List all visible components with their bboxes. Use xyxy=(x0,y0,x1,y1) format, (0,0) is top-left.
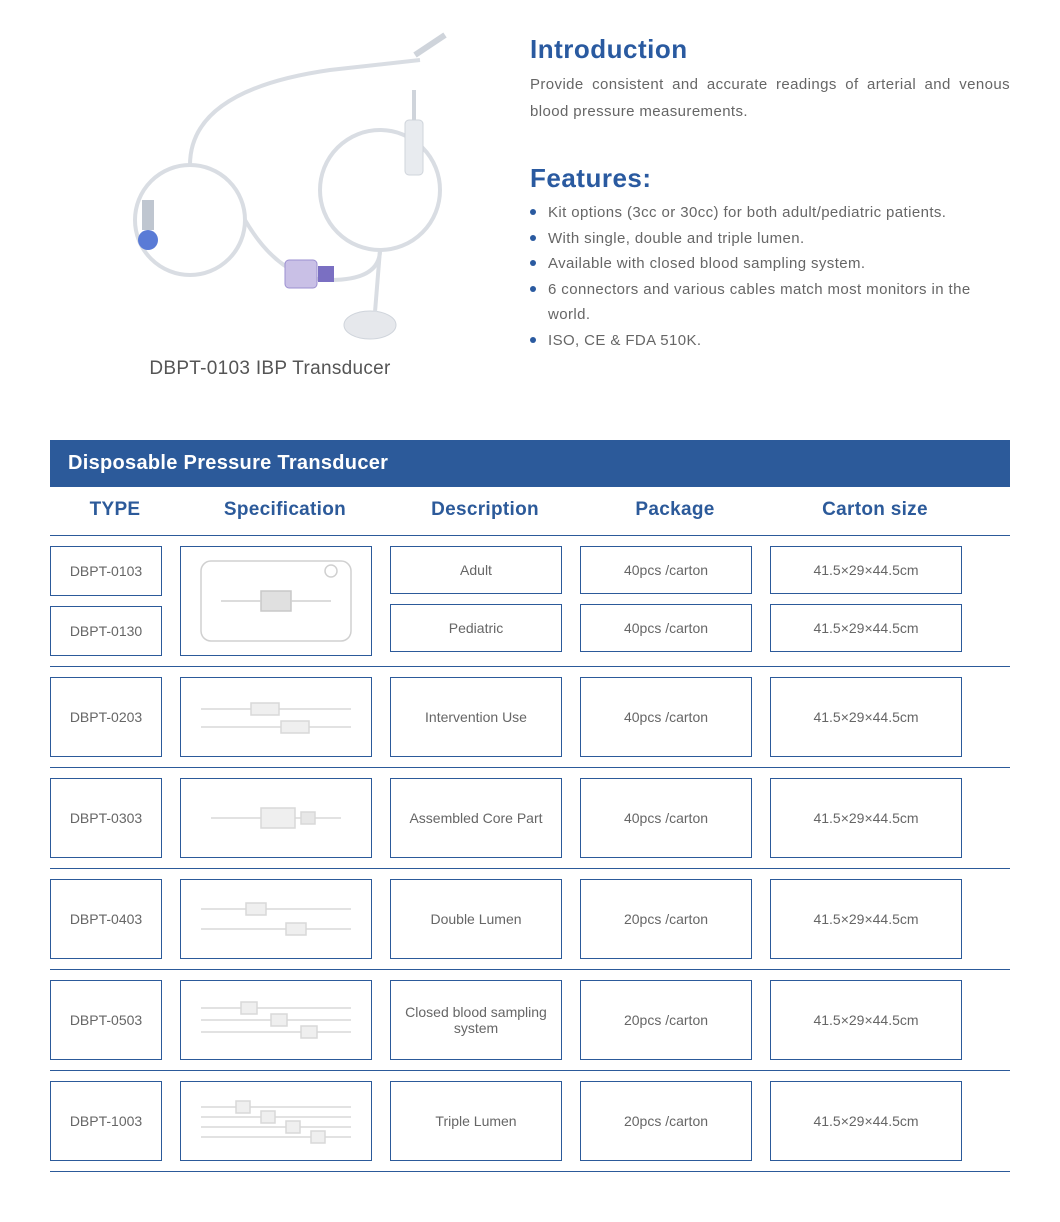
cell-spec xyxy=(180,980,372,1060)
cell-spec xyxy=(180,546,372,656)
cell-pkg: 40pcs /carton xyxy=(580,677,752,757)
introduction-title: Introduction xyxy=(530,34,1010,65)
table-headers: TYPE Specification Description Package C… xyxy=(50,487,1010,536)
table-title: Disposable Pressure Transducer xyxy=(50,440,1010,487)
cell-spec xyxy=(180,879,372,959)
info-block: Introduction Provide consistent and accu… xyxy=(530,30,1010,380)
header-desc: Description xyxy=(390,499,580,521)
cell-type: DBPT-0503 xyxy=(50,980,162,1060)
feature-item: Kit options (3cc or 30cc) for both adult… xyxy=(530,200,1010,226)
feature-item: Available with closed blood sampling sys… xyxy=(530,251,1010,277)
cell-type: DBPT-0103 xyxy=(50,546,162,596)
product-image-block: DBPT-0103 IBP Transducer xyxy=(50,30,490,380)
cell-type: DBPT-1003 xyxy=(50,1081,162,1161)
feature-item: With single, double and triple lumen. xyxy=(530,226,1010,252)
header-size: Carton size xyxy=(770,499,980,521)
cell-type: DBPT-0130 xyxy=(50,606,162,656)
cell-spec xyxy=(180,677,372,757)
cell-desc: Assembled Core Part xyxy=(390,778,562,858)
table-row: DBPT-0303 Assembled Core Part 40pcs /car… xyxy=(50,768,1010,869)
cell-size: 41.5×29×44.5cm xyxy=(770,778,962,858)
cell-pkg: 20pcs /carton xyxy=(580,879,752,959)
spec-diagram-icon xyxy=(185,884,367,954)
cell-size: 41.5×29×44.5cm xyxy=(770,1081,962,1161)
cell-desc: Adult xyxy=(390,546,562,594)
spec-diagram-icon xyxy=(185,985,367,1055)
spec-diagram-icon xyxy=(185,551,367,651)
header-type: TYPE xyxy=(50,499,180,521)
cell-pkg: 40pcs /carton xyxy=(580,778,752,858)
cell-size: 41.5×29×44.5cm xyxy=(770,546,962,594)
spec-diagram-icon xyxy=(185,1086,367,1156)
cell-type: DBPT-0303 xyxy=(50,778,162,858)
feature-item: ISO, CE & FDA 510K. xyxy=(530,328,1010,354)
cell-size: 41.5×29×44.5cm xyxy=(770,980,962,1060)
cell-size: 41.5×29×44.5cm xyxy=(770,879,962,959)
features-list: Kit options (3cc or 30cc) for both adult… xyxy=(530,200,1010,353)
table-row: DBPT-1003 Triple Lumen 20pcs /carton 41.… xyxy=(50,1071,1010,1172)
cell-desc: Double Lumen xyxy=(390,879,562,959)
cell-pkg: 40pcs /carton xyxy=(580,546,752,594)
spec-diagram-icon xyxy=(185,783,367,853)
header-spec: Specification xyxy=(180,499,390,521)
cell-desc: Intervention Use xyxy=(390,677,562,757)
cell-desc: Pediatric xyxy=(390,604,562,652)
spec-table: Disposable Pressure Transducer TYPE Spec… xyxy=(50,440,1010,1172)
product-caption: DBPT-0103 IBP Transducer xyxy=(149,358,390,380)
spec-diagram-icon xyxy=(185,682,367,752)
cell-spec xyxy=(180,1081,372,1161)
cell-type: DBPT-0403 xyxy=(50,879,162,959)
cell-pkg: 20pcs /carton xyxy=(580,1081,752,1161)
table-row: DBPT-0203 Intervention Use 40pcs /carton… xyxy=(50,667,1010,768)
cell-size: 41.5×29×44.5cm xyxy=(770,604,962,652)
features-title: Features: xyxy=(530,163,1010,194)
cell-desc: Closed blood sampling system xyxy=(390,980,562,1060)
cell-pkg: 40pcs /carton xyxy=(580,604,752,652)
introduction-text: Provide consistent and accurate readings… xyxy=(530,71,1010,125)
header-pkg: Package xyxy=(580,499,770,521)
cell-spec xyxy=(180,778,372,858)
table-rows: DBPT-0103 DBPT-0130 xyxy=(50,536,1010,1172)
cell-pkg: 20pcs /carton xyxy=(580,980,752,1060)
table-row-group: DBPT-0103 DBPT-0130 xyxy=(50,536,1010,667)
feature-item: 6 connectors and various cables match mo… xyxy=(530,277,1010,328)
product-image xyxy=(80,30,460,340)
table-row: DBPT-0503 Closed blood sampling system 2… xyxy=(50,970,1010,1071)
cell-type: DBPT-0203 xyxy=(50,677,162,757)
table-row: DBPT-0403 Double Lumen 20pcs /carton 41.… xyxy=(50,869,1010,970)
cell-desc: Triple Lumen xyxy=(390,1081,562,1161)
top-section: DBPT-0103 IBP Transducer Introduction Pr… xyxy=(50,30,1010,380)
cell-size: 41.5×29×44.5cm xyxy=(770,677,962,757)
